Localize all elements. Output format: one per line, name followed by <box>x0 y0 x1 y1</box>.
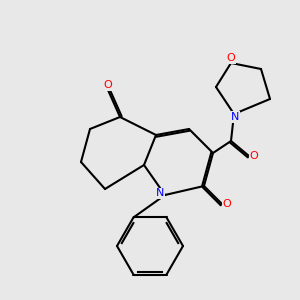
Text: O: O <box>226 53 236 64</box>
Text: N: N <box>231 112 240 122</box>
Text: O: O <box>103 80 112 91</box>
Text: N: N <box>156 188 165 199</box>
Text: O: O <box>222 199 231 209</box>
Text: O: O <box>249 151 258 161</box>
